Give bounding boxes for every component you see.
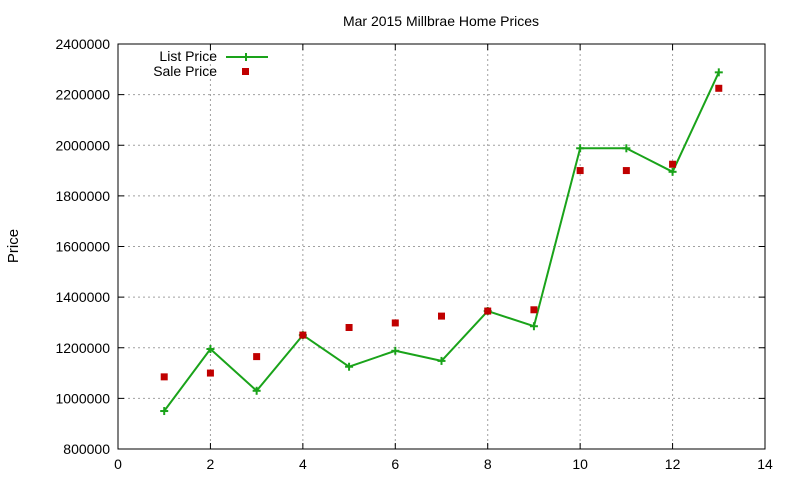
list-price-point bbox=[437, 356, 446, 365]
y-tick-label: 800000 bbox=[63, 441, 110, 457]
sale-price-point bbox=[160, 373, 168, 381]
legend-marker-list-price bbox=[242, 53, 250, 61]
legend-label-sale-price: Sale Price bbox=[153, 63, 217, 79]
list-price-point bbox=[206, 345, 215, 354]
sale-price-point bbox=[669, 160, 677, 168]
x-tick-label: 2 bbox=[207, 456, 215, 472]
list-price-point bbox=[668, 167, 677, 176]
x-tick-label: 14 bbox=[757, 456, 773, 472]
list-price-point bbox=[576, 144, 585, 153]
sale-price-point bbox=[438, 312, 445, 320]
sale-price-point bbox=[206, 369, 214, 377]
sale-price-point bbox=[345, 324, 353, 331]
sale-price-point bbox=[299, 331, 307, 339]
list-price-point bbox=[391, 346, 400, 355]
sale-price-point bbox=[715, 84, 723, 92]
x-tick-label: 8 bbox=[484, 456, 492, 472]
legend-label-list-price: List Price bbox=[159, 48, 217, 64]
list-price-point bbox=[529, 322, 538, 331]
sale-price-point bbox=[484, 307, 492, 315]
sale-price-point bbox=[391, 319, 399, 327]
axis-ticks bbox=[117, 43, 766, 450]
grid-lines bbox=[118, 44, 765, 449]
y-tick-label: 1000000 bbox=[55, 390, 110, 406]
list-price-point bbox=[714, 68, 723, 77]
y-tick-label: 2000000 bbox=[55, 137, 110, 153]
y-tick-label: 1600000 bbox=[55, 239, 110, 255]
y-tick-label: 1400000 bbox=[55, 289, 110, 305]
legend: List Price Sale Price bbox=[153, 48, 268, 79]
y-axis-label: Price bbox=[5, 229, 22, 263]
chart-title: Mar 2015 Millbrae Home Prices bbox=[343, 13, 539, 29]
list-price-point bbox=[160, 407, 169, 416]
x-tick-label: 12 bbox=[665, 456, 681, 472]
plot-area-border bbox=[117, 43, 766, 450]
y-tick-label: 1800000 bbox=[55, 188, 110, 204]
list-price-point bbox=[345, 362, 354, 371]
tick-labels: 0 2 4 6 8 10 12 14 800000 1000000 1200000 1400000 16… bbox=[55, 36, 773, 472]
x-tick-label: 0 bbox=[114, 456, 122, 472]
legend-marker-sale-price bbox=[242, 68, 249, 75]
y-tick-label: 2200000 bbox=[55, 87, 110, 103]
list-price-point bbox=[252, 386, 261, 395]
y-tick-label: 1200000 bbox=[55, 340, 110, 356]
sale-price-point bbox=[253, 353, 261, 361]
x-tick-label: 6 bbox=[391, 456, 399, 472]
list-price-point bbox=[622, 144, 631, 153]
sale-price-point bbox=[530, 306, 538, 314]
x-tick-label: 4 bbox=[299, 456, 307, 472]
sale-price-point bbox=[622, 167, 630, 175]
series-layer bbox=[160, 68, 723, 416]
y-tick-label: 2400000 bbox=[55, 36, 110, 52]
sale-price-point bbox=[576, 167, 584, 175]
x-tick-label: 10 bbox=[572, 456, 588, 472]
